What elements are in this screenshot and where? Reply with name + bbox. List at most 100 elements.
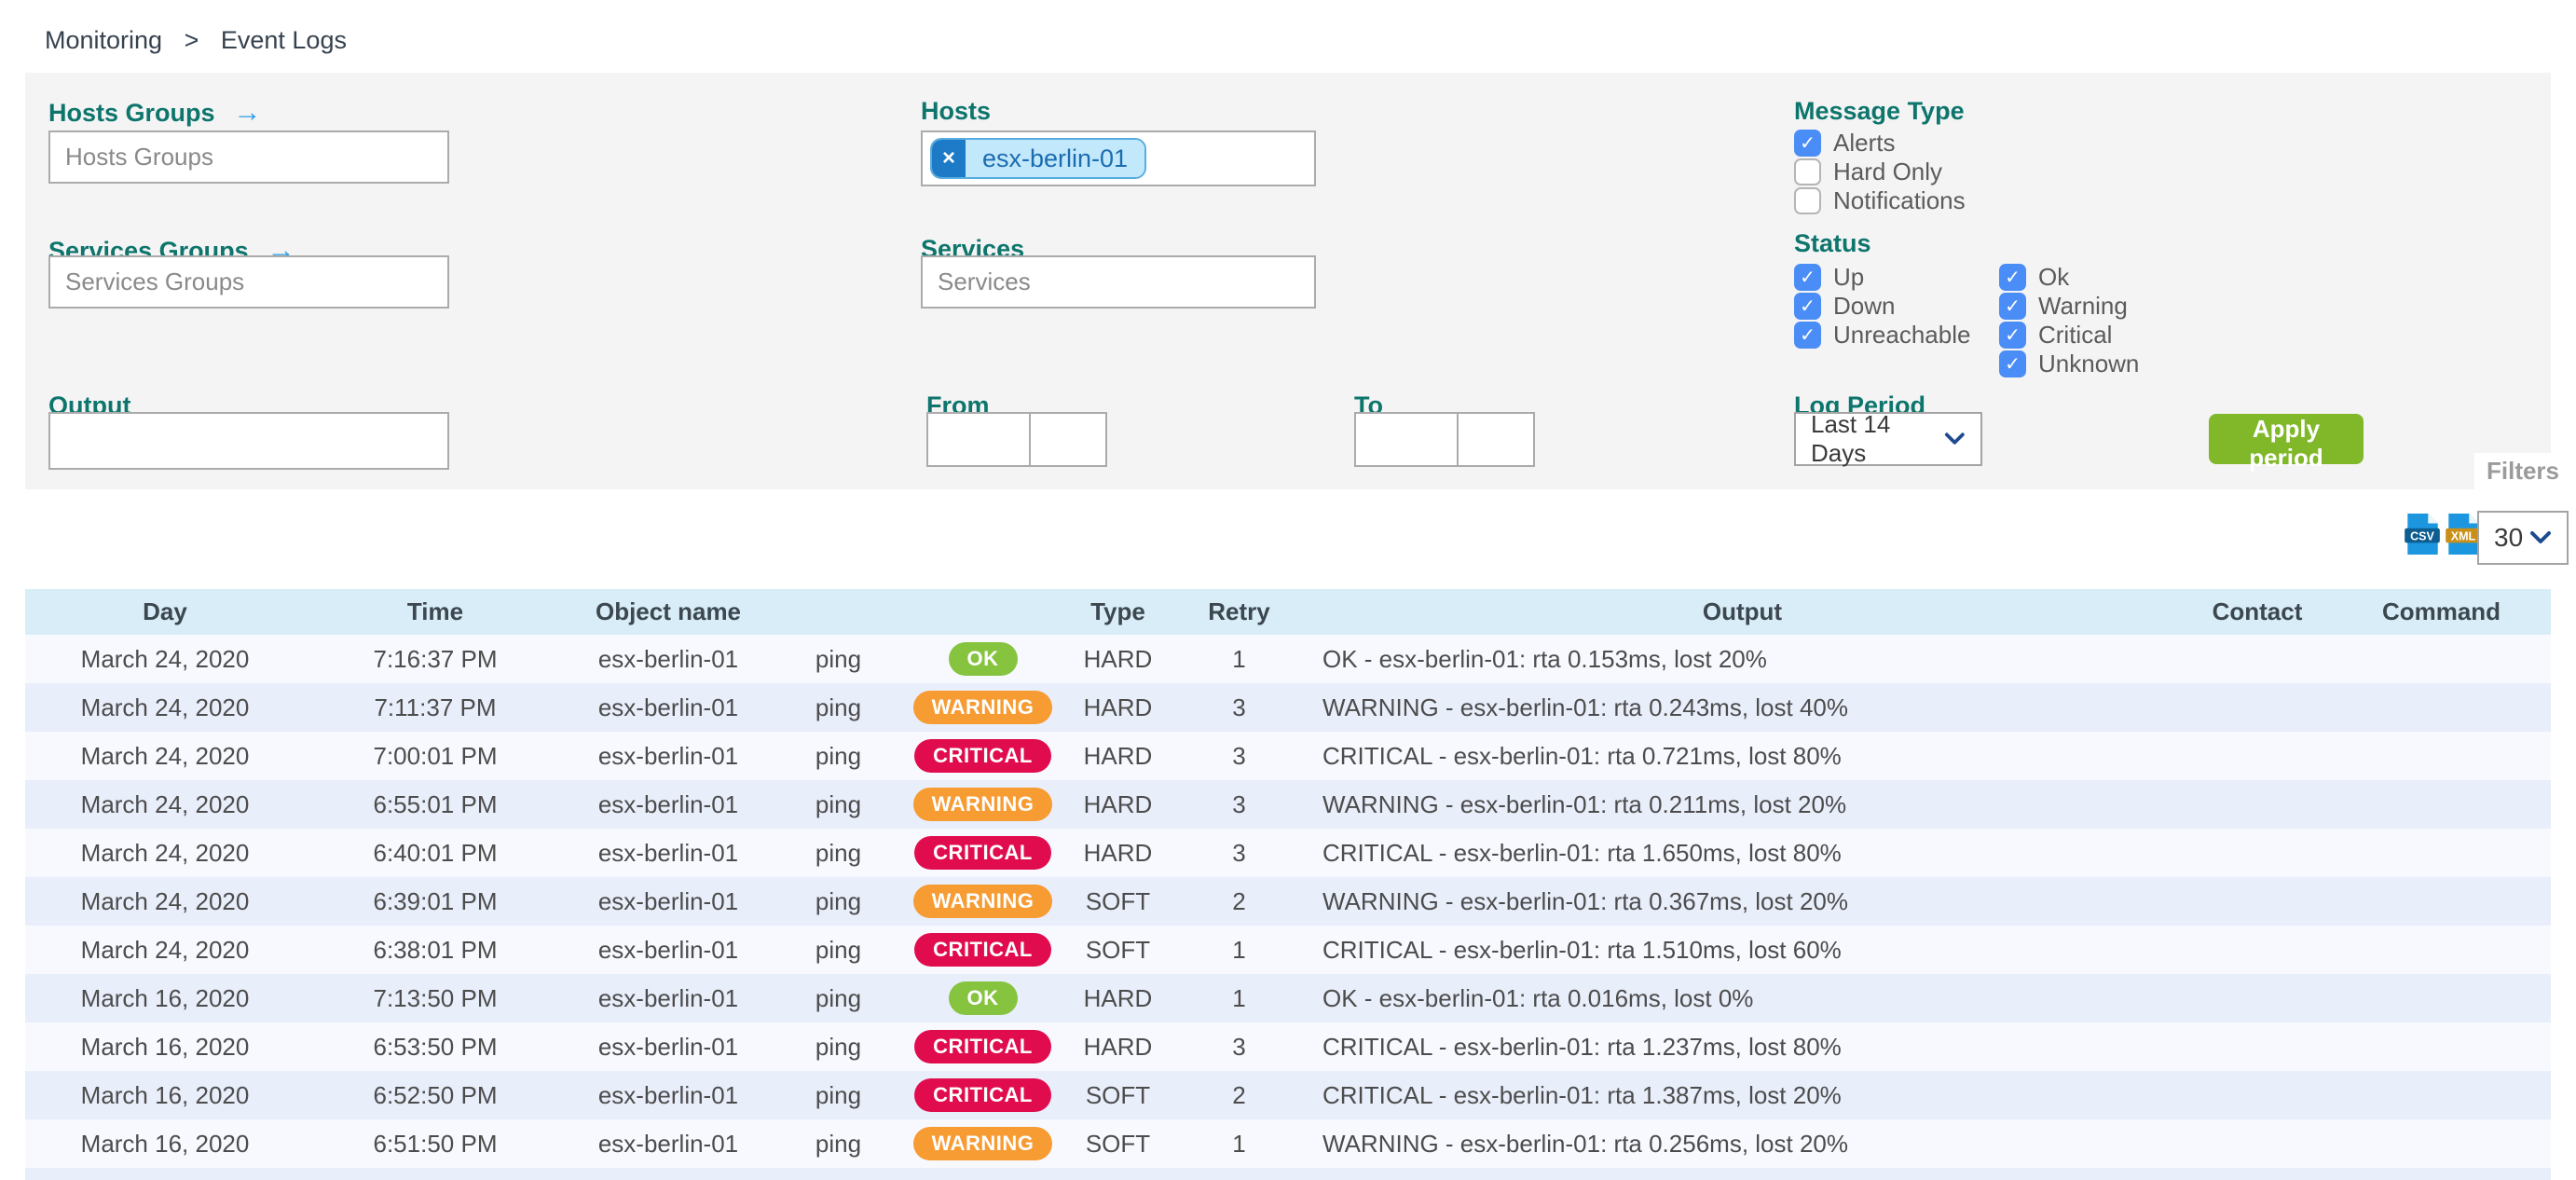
checkbox-label: Notifications xyxy=(1833,186,1966,214)
column-header-command[interactable]: Command xyxy=(2332,589,2551,635)
chip-remove-button[interactable]: × xyxy=(932,140,966,177)
breadcrumb-separator: > xyxy=(184,26,199,54)
breadcrumb: Monitoring > Event Logs xyxy=(45,26,347,55)
checkbox-option-unknown[interactable]: ✓ Unknown xyxy=(1999,350,2139,378)
column-header-contact[interactable]: Contact xyxy=(2183,589,2332,635)
checkbox-checked-icon[interactable]: ✓ xyxy=(1999,293,2026,320)
cell-object: esx-berlin-01 xyxy=(597,741,739,770)
cell-status: WARNING xyxy=(906,683,1060,732)
checkbox-checked-icon[interactable]: ✓ xyxy=(1999,322,2026,349)
cell-contact xyxy=(2183,780,2332,829)
cell-service: ping xyxy=(815,1129,862,1158)
column-header-object-name[interactable]: Object name xyxy=(566,589,771,635)
checkbox-checked-icon[interactable]: ✓ xyxy=(1794,130,1821,157)
checkbox-checked-icon[interactable]: ✓ xyxy=(1794,293,1821,320)
cell-status: CRITICAL xyxy=(906,1022,1060,1071)
services-groups-input[interactable] xyxy=(48,255,449,309)
checkbox-option-warning[interactable]: ✓ Warning xyxy=(1999,292,2139,321)
column-header-day[interactable]: Day xyxy=(25,589,305,635)
cell-command xyxy=(2332,732,2551,780)
cell-output: WARNING - esx-berlin-01: rta 0.243ms, lo… xyxy=(1322,693,1848,721)
table-row: March 16, 2020 6:52:50 PM esx-berlin-01 pin… xyxy=(25,1071,2551,1119)
cell-status: OK xyxy=(906,974,1060,1022)
cell-contact xyxy=(2183,683,2332,732)
cell-service: ping xyxy=(815,886,862,915)
export-xml-icon[interactable]: XML xyxy=(2446,513,2481,556)
export-csv-icon[interactable]: CSV xyxy=(2405,513,2440,556)
cell-service: ping xyxy=(815,644,862,673)
breadcrumb-monitoring[interactable]: Monitoring xyxy=(45,26,163,54)
hosts-groups-input[interactable] xyxy=(48,130,449,184)
cell-contact xyxy=(2183,974,2332,1022)
checkbox-option-hard-only[interactable]: Hard Only xyxy=(1794,158,1966,186)
cell-day: March 24, 2020 xyxy=(80,935,250,964)
cell-command xyxy=(2332,974,2551,1022)
hosts-input[interactable]: × esx-berlin-01 xyxy=(921,130,1316,186)
checkbox-label: Hard Only xyxy=(1833,158,1943,185)
column-header-retry[interactable]: Retry xyxy=(1176,589,1302,635)
column-header-time[interactable]: Time xyxy=(305,589,566,635)
status-badge: CRITICAL xyxy=(914,1030,1051,1063)
host-chip: × esx-berlin-01 xyxy=(930,138,1147,179)
table-row: March 24, 2020 7:11:37 PM esx-berlin-01 pin… xyxy=(25,683,2551,732)
cell-day: March 16, 2020 xyxy=(80,1080,250,1109)
cell-time: 7:11:37 PM xyxy=(374,693,497,721)
cell-type: HARD xyxy=(1083,693,1153,721)
from-date-input[interactable] xyxy=(926,412,1031,467)
checkbox-option-unreachable[interactable]: ✓ Unreachable xyxy=(1794,321,1970,350)
cell-command xyxy=(2332,683,2551,732)
apply-period-button[interactable]: Apply period xyxy=(2209,414,2364,472)
cell-contact xyxy=(2183,635,2332,683)
table-header-row: Day Time Object name Type Retry Output Contact… xyxy=(25,589,2551,635)
to-time-input[interactable] xyxy=(1457,412,1535,467)
cell-retry: 1 xyxy=(1232,644,1246,673)
to-date-input[interactable] xyxy=(1354,412,1459,467)
services-input[interactable] xyxy=(921,255,1316,309)
arrow-right-icon[interactable]: → xyxy=(233,97,262,128)
cell-type: HARD xyxy=(1083,644,1153,673)
checkbox-option-ok[interactable]: ✓ Ok xyxy=(1999,263,2139,292)
checkbox-label: Critical xyxy=(2038,321,2113,349)
cell-service: ping xyxy=(815,1080,862,1109)
table-body: March 24, 2020 7:16:37 PM esx-berlin-01 pin… xyxy=(25,635,2551,1168)
cell-contact xyxy=(2183,926,2332,974)
checkbox-unchecked-icon[interactable] xyxy=(1794,187,1821,214)
checkbox-option-alerts[interactable]: ✓ Alerts xyxy=(1794,129,1966,158)
page-size-select[interactable]: 30 xyxy=(2477,511,2569,565)
cell-status: WARNING xyxy=(906,877,1060,926)
cell-type: HARD xyxy=(1083,838,1153,867)
checkbox-label: Unreachable xyxy=(1833,321,1971,349)
cell-command xyxy=(2332,829,2551,877)
checkbox-checked-icon[interactable]: ✓ xyxy=(1999,350,2026,377)
cell-type: SOFT xyxy=(1085,935,1151,964)
table-row: March 16, 2020 6:53:50 PM esx-berlin-01 pin… xyxy=(25,1022,2551,1071)
checkbox-unchecked-icon[interactable] xyxy=(1794,158,1821,185)
output-input[interactable] xyxy=(48,412,449,470)
cell-output: WARNING - esx-berlin-01: rta 0.367ms, lo… xyxy=(1322,886,1848,915)
column-header-output[interactable]: Output xyxy=(1302,589,2183,635)
chevron-down-icon xyxy=(2530,531,2551,543)
filters-tab[interactable]: Filters xyxy=(2474,453,2571,489)
checkbox-option-up[interactable]: ✓ Up xyxy=(1794,263,1970,292)
checkbox-label: Alerts xyxy=(1833,129,1896,157)
table-row: March 16, 2020 7:13:50 PM esx-berlin-01 pin… xyxy=(25,974,2551,1022)
cell-command xyxy=(2332,635,2551,683)
from-time-input[interactable] xyxy=(1029,412,1107,467)
checkbox-option-down[interactable]: ✓ Down xyxy=(1794,292,1970,321)
cell-retry: 1 xyxy=(1232,1129,1246,1158)
cell-object: esx-berlin-01 xyxy=(597,644,739,673)
column-header-type[interactable]: Type xyxy=(1060,589,1176,635)
checkbox-checked-icon[interactable]: ✓ xyxy=(1999,264,2026,291)
log-period-select[interactable]: Last 14 Days xyxy=(1794,410,1982,467)
table-row: March 24, 2020 6:40:01 PM esx-berlin-01 pin… xyxy=(25,829,2551,877)
cell-object: esx-berlin-01 xyxy=(597,935,739,964)
checkbox-checked-icon[interactable]: ✓ xyxy=(1794,264,1821,291)
svg-text:CSV: CSV xyxy=(2410,529,2434,542)
checkbox-label: Up xyxy=(1833,263,1865,291)
checkbox-option-critical[interactable]: ✓ Critical xyxy=(1999,321,2139,350)
cell-type: HARD xyxy=(1083,741,1153,770)
cell-time: 6:53:50 PM xyxy=(373,1032,498,1061)
checkbox-option-notifications[interactable]: Notifications xyxy=(1794,186,1966,215)
checkbox-checked-icon[interactable]: ✓ xyxy=(1794,322,1821,349)
cell-type: HARD xyxy=(1083,983,1153,1012)
